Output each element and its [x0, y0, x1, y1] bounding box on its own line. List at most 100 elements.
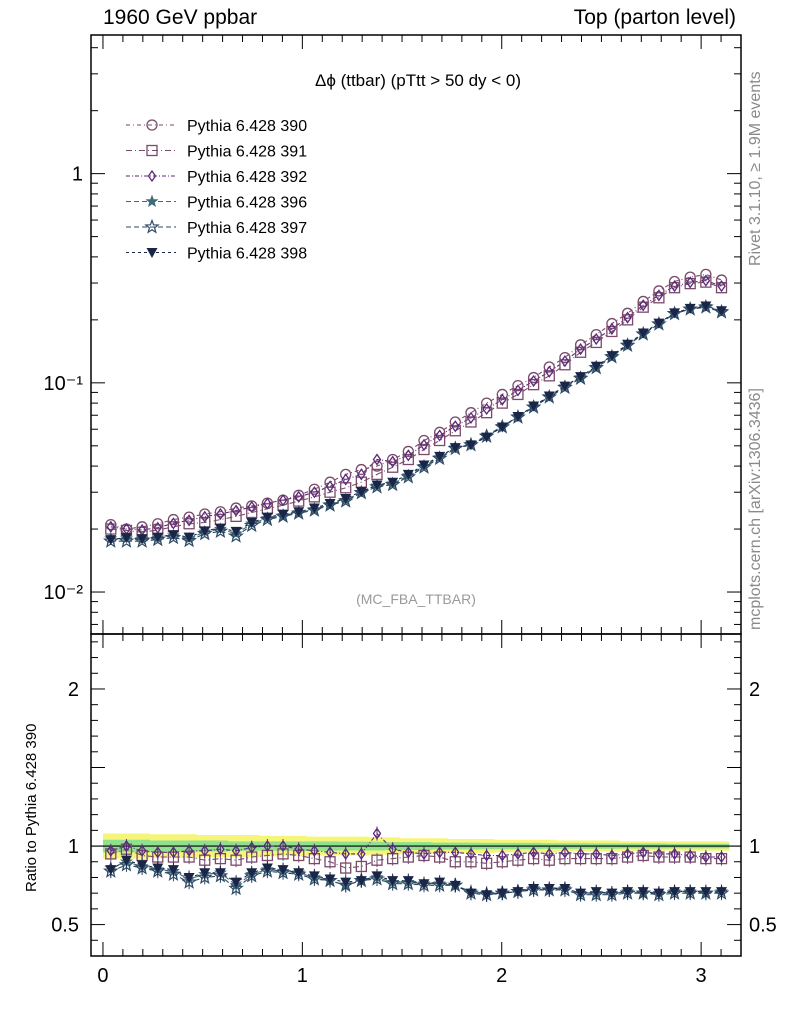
- data-point-pythia-6-428-392: [607, 322, 617, 336]
- data-point-pythia-6-428-392: [184, 514, 194, 527]
- data-point-pythia-6-428-392: [576, 342, 585, 356]
- ratio-point-pythia-6-428-392: [607, 849, 617, 862]
- ratio-point-pythia-6-428-398: [575, 888, 587, 899]
- ratio-point-pythia-6-428-398: [434, 877, 446, 888]
- ratio-line-pythia-6-428-396: [110, 861, 722, 894]
- data-point-pythia-6-428-398: [575, 372, 587, 383]
- main-y-tick-label: 1: [72, 164, 83, 186]
- ratio-point-pythia-6-428-392: [560, 846, 570, 859]
- ratio-line-pythia-6-428-392: [110, 832, 722, 858]
- data-point-pythia-6-428-390: [621, 307, 634, 319]
- data-point-pythia-6-428-398: [559, 381, 571, 392]
- data-point-pythia-6-428-392: [263, 497, 272, 510]
- ratio-point-pythia-6-428-392: [278, 839, 288, 853]
- ratio-y-tick-label-right: 0.5: [749, 915, 777, 937]
- data-point-pythia-6-428-390: [637, 295, 649, 308]
- ratio-point-pythia-6-428-398: [371, 871, 383, 882]
- ratio-plot-frame: [90, 633, 742, 957]
- data-point-pythia-6-428-398: [105, 535, 117, 546]
- ratio-point-pythia-6-428-392: [451, 846, 460, 859]
- ratio-point-pythia-6-428-392: [591, 847, 601, 861]
- data-point-pythia-6-428-390: [668, 275, 681, 288]
- series-line-pythia-6-428-398: [110, 305, 722, 541]
- ratio-point-pythia-6-428-398: [528, 883, 540, 894]
- ratio-y-tick-label-right: 1: [749, 836, 760, 858]
- ratio-y-tick-label-right: 2: [749, 679, 760, 701]
- data-point-pythia-6-428-398: [324, 498, 336, 509]
- data-point-pythia-6-428-392: [278, 493, 288, 507]
- data-point-pythia-6-428-390: [559, 351, 571, 364]
- data-point-pythia-6-428-390: [340, 468, 352, 481]
- ratio-point-pythia-6-428-397: [165, 866, 182, 881]
- data-point-pythia-6-428-398: [246, 517, 258, 528]
- data-point-pythia-6-428-392: [670, 279, 679, 293]
- ratio-point-pythia-6-428-392: [153, 846, 163, 859]
- data-point-pythia-6-428-390: [418, 434, 430, 447]
- ratio-line-pythia-6-428-398: [110, 859, 722, 896]
- data-point-pythia-6-428-398: [402, 469, 414, 480]
- data-point-pythia-6-428-392: [294, 490, 303, 504]
- data-point-pythia-6-428-391: [668, 282, 681, 294]
- data-point-pythia-6-428-391: [684, 277, 696, 290]
- data-point-pythia-6-428-391: [465, 416, 477, 428]
- legend-label-pythia-6-428-391: Pythia 6.428 391: [187, 144, 307, 161]
- ratio-point-pythia-6-428-391: [340, 862, 352, 874]
- ratio-point-pythia-6-428-398: [230, 877, 242, 888]
- data-point-pythia-6-428-391: [637, 301, 649, 313]
- legend-marker-pythia-6-428-392: [147, 169, 157, 183]
- ratio-point-pythia-6-428-398: [152, 863, 164, 874]
- legend-label-pythia-6-428-390: Pythia 6.428 390: [187, 118, 307, 135]
- ratio-point-pythia-6-428-391: [355, 860, 367, 873]
- data-point-pythia-6-428-398: [684, 303, 696, 314]
- legend-label-pythia-6-428-396: Pythia 6.428 396: [187, 195, 307, 212]
- data-point-pythia-6-428-398: [465, 440, 477, 451]
- ratio-line-pythia-6-428-391: [110, 848, 722, 869]
- data-point-pythia-6-428-390: [230, 502, 242, 514]
- data-point-pythia-6-428-397: [181, 532, 197, 548]
- ratio-point-pythia-6-428-398: [512, 887, 524, 898]
- ratio-point-pythia-6-428-392: [169, 846, 178, 859]
- series-line-pythia-6-428-391: [110, 281, 722, 533]
- ratio-point-pythia-6-428-398: [293, 868, 305, 879]
- data-point-pythia-6-428-392: [216, 507, 225, 521]
- data-point-pythia-6-428-398: [606, 351, 618, 362]
- data-point-pythia-6-428-392: [623, 311, 632, 324]
- ratio-point-pythia-6-428-392: [544, 847, 554, 861]
- data-point-pythia-6-428-390: [199, 508, 211, 520]
- header-right-label: Top (parton level): [573, 6, 736, 29]
- data-point-pythia-6-428-392: [388, 455, 397, 468]
- series-line-pythia-6-428-397: [110, 306, 722, 542]
- data-point-pythia-6-428-390: [700, 268, 712, 281]
- data-point-pythia-6-428-391: [402, 453, 414, 466]
- ratio-point-pythia-6-428-398: [340, 877, 352, 888]
- data-point-pythia-6-428-390: [606, 317, 618, 330]
- data-point-pythia-6-428-390: [512, 379, 524, 392]
- ratio-y-tick-label: 0.5: [51, 915, 79, 937]
- x-tick-label: 2: [496, 965, 507, 987]
- data-point-pythia-6-428-398: [277, 509, 289, 520]
- ratio-point-pythia-6-428-398: [700, 887, 712, 898]
- ratio-point-pythia-6-428-398: [637, 887, 649, 898]
- data-point-pythia-6-428-398: [340, 493, 352, 504]
- ratio-point-pythia-6-428-397: [196, 869, 213, 885]
- ratio-y-axis-label: Ratio to Pythia 6.428 390: [23, 724, 40, 892]
- ratio-point-pythia-6-428-397: [118, 856, 135, 872]
- data-point-pythia-6-428-391: [512, 388, 524, 401]
- x-tick-label: 0: [97, 965, 108, 987]
- ratio-point-pythia-6-428-392: [357, 847, 366, 861]
- ratio-point-pythia-6-428-392: [310, 844, 319, 857]
- data-point-pythia-6-428-390: [402, 445, 414, 458]
- data-point-pythia-6-428-398: [528, 401, 540, 412]
- main-y-tick-label: 10⁻¹: [44, 373, 84, 395]
- data-point-pythia-6-428-390: [574, 339, 587, 351]
- data-point-pythia-6-428-392: [591, 332, 601, 346]
- ratio-point-pythia-6-428-392: [388, 843, 397, 856]
- data-point-pythia-6-428-398: [120, 533, 132, 544]
- legend-label-pythia-6-428-397: Pythia 6.428 397: [187, 220, 307, 237]
- ratio-point-pythia-6-428-392: [106, 844, 116, 857]
- ratio-y-tick-label: 1: [68, 836, 79, 858]
- data-point-pythia-6-428-391: [543, 370, 555, 382]
- data-point-pythia-6-428-398: [152, 532, 164, 543]
- rivet-version-label: Rivet 3.1.10, ≥ 1.9M events: [747, 71, 764, 266]
